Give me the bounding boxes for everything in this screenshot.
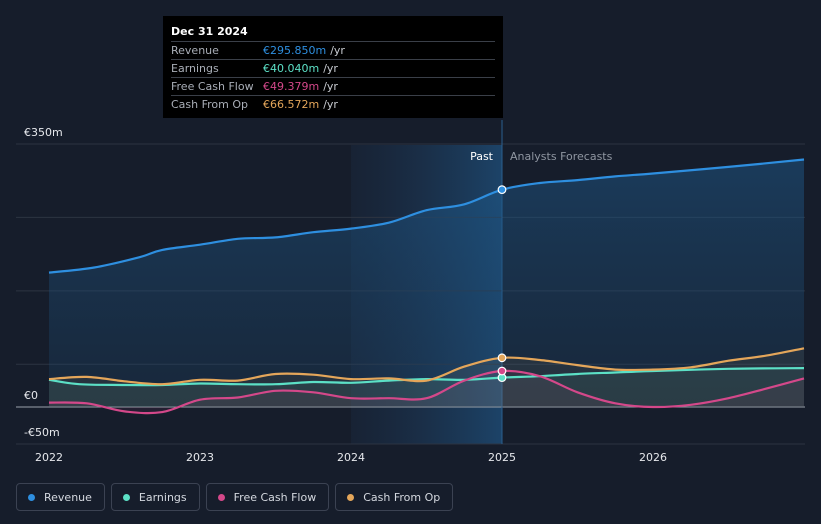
legend: Revenue Earnings Free Cash Flow Cash From O…: [16, 483, 454, 511]
cash-from-op-line: [48, 347, 805, 386]
legend-label: Cash From Op: [363, 490, 441, 504]
legend-item-earnings[interactable]: Earnings: [110, 483, 200, 511]
tooltip-label: Free Cash Flow: [171, 80, 254, 93]
tooltip-unit: /yr: [323, 80, 338, 93]
legend-dot-icon: [122, 493, 130, 501]
free-cash-flow-line: [48, 369, 805, 415]
revenue-marker: [497, 185, 507, 195]
cash-from-op-area: [49, 348, 804, 407]
legend-label: Revenue: [44, 490, 92, 504]
legend-item-cash-from-op[interactable]: Cash From Op: [335, 483, 454, 511]
y-tick-label: -€50m: [24, 426, 60, 439]
tooltip-value: €66.572m: [263, 98, 320, 111]
tooltip-label: Revenue: [171, 44, 219, 57]
legend-dot-icon: [28, 493, 35, 501]
tooltip-date: Dec 31 2024: [171, 23, 495, 42]
tooltip-row: Revenue €295.850m/yr: [171, 42, 495, 60]
legend-dot-icon: [347, 493, 355, 501]
tooltip-unit: /yr: [323, 62, 338, 75]
legend-label: Earnings: [138, 490, 187, 504]
x-tick-label: 2022: [35, 451, 63, 464]
legend-item-revenue[interactable]: Revenue: [16, 483, 105, 511]
free-cash-flow-area: [49, 370, 804, 414]
past-label: Past: [470, 150, 494, 163]
tooltip-unit: /yr: [323, 98, 338, 111]
tooltip-label: Earnings: [171, 62, 219, 75]
free-cash-flow-marker: [497, 366, 507, 376]
forecast-label: Analysts Forecasts: [510, 150, 613, 163]
tooltip-row: Cash From Op €66.572m/yr: [171, 96, 495, 113]
tooltip-row: Earnings €40.040m/yr: [171, 60, 495, 78]
revenue-area: [49, 159, 804, 407]
tooltip-value: €40.040m: [263, 62, 320, 75]
tooltip: Dec 31 2024 Revenue €295.850m/yr Earnings €…: [163, 16, 503, 118]
chart-canvas: €350m €0 -€50m 2022 2023 2024 2025 2026 Past Anal…: [16, 120, 805, 464]
tooltip-value: €295.850m: [263, 44, 327, 57]
tooltip-label: Cash From Op: [171, 98, 249, 111]
tooltip-value: €49.379m: [263, 80, 320, 93]
legend-label: Free Cash Flow: [233, 490, 317, 504]
x-tick-label: 2023: [186, 451, 214, 464]
x-tick-label: 2026: [639, 451, 667, 464]
tooltip-row: Free Cash Flow €49.379m/yr: [171, 78, 495, 96]
tooltip-unit: /yr: [330, 44, 345, 57]
legend-item-free-cash-flow[interactable]: Free Cash Flow: [205, 483, 330, 511]
y-tick-label: €350m: [24, 126, 63, 139]
y-tick-label: €0: [24, 389, 38, 402]
x-tick-label: 2024: [337, 451, 365, 464]
legend-dot-icon: [217, 493, 225, 501]
cash-from-op-marker: [497, 353, 507, 363]
revenue-line: [48, 158, 805, 274]
x-tick-label: 2025: [488, 451, 516, 464]
